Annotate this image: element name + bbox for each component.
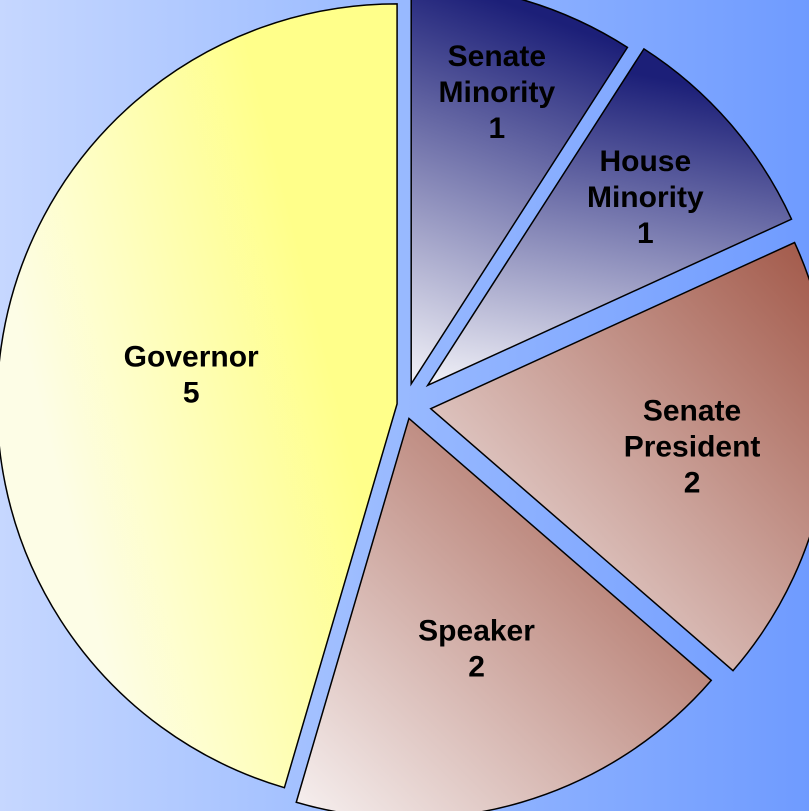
pie-slice-speaker <box>295 417 713 811</box>
pie-category-house-minority: Minority <box>587 181 704 214</box>
pie-label-speaker: Speaker 2 <box>418 615 535 684</box>
pie-value-governor: 5 <box>183 376 200 409</box>
pie-category-senate-minority: Minority <box>439 76 556 109</box>
pie-category-senate-president: President <box>624 430 761 463</box>
pie-label-senate-minority: Senate Minority 1 <box>439 40 556 145</box>
pie-slice-house-minority <box>425 47 793 388</box>
pie-category-senate-minority: Senate <box>448 40 546 73</box>
pie-slice-senate-minority <box>410 0 629 387</box>
pie-slice-senate-president <box>429 241 809 672</box>
pie-category-senate-president: Senate <box>643 394 741 427</box>
pie-category-governor: Governor <box>124 340 259 373</box>
pie-value-senate-minority: 1 <box>489 112 506 145</box>
pie-label-governor: Governor 5 <box>124 340 259 409</box>
pie-slice-governor <box>0 3 398 789</box>
pie-value-house-minority: 1 <box>637 217 654 250</box>
pie-category-speaker: Speaker <box>418 615 535 648</box>
pie-label-house-minority: House Minority 1 <box>587 145 704 250</box>
pie-label-senate-president: Senate President 2 <box>624 394 761 499</box>
pie-value-speaker: 2 <box>468 651 485 684</box>
pie-value-senate-president: 2 <box>684 466 701 499</box>
pie-category-house-minority: House <box>599 145 691 178</box>
